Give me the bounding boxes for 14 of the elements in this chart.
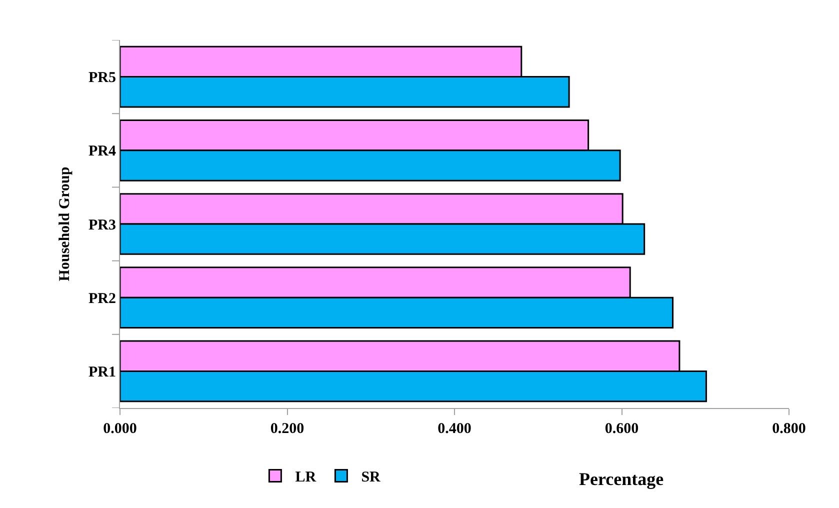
x-tick-label: 0.800 — [772, 421, 806, 437]
y-tick-label: PR3 — [88, 217, 116, 234]
y-axis-title: Household Group — [56, 166, 73, 282]
x-tick-label: 0.200 — [270, 421, 304, 437]
legend-label: LR — [295, 470, 316, 486]
x-tick-label: 0.400 — [438, 421, 472, 437]
x-tick-label: 0.600 — [604, 421, 639, 437]
x-tick-label: 0.000 — [103, 421, 137, 437]
y-tick-label: PR1 — [88, 364, 116, 380]
y-tick-label: PR4 — [88, 144, 116, 160]
y-tick-label: PR5 — [88, 70, 116, 86]
legend-label: SR — [361, 470, 381, 486]
y-tick-label: PR2 — [88, 290, 116, 307]
x-axis-title: Percentage — [579, 469, 664, 489]
